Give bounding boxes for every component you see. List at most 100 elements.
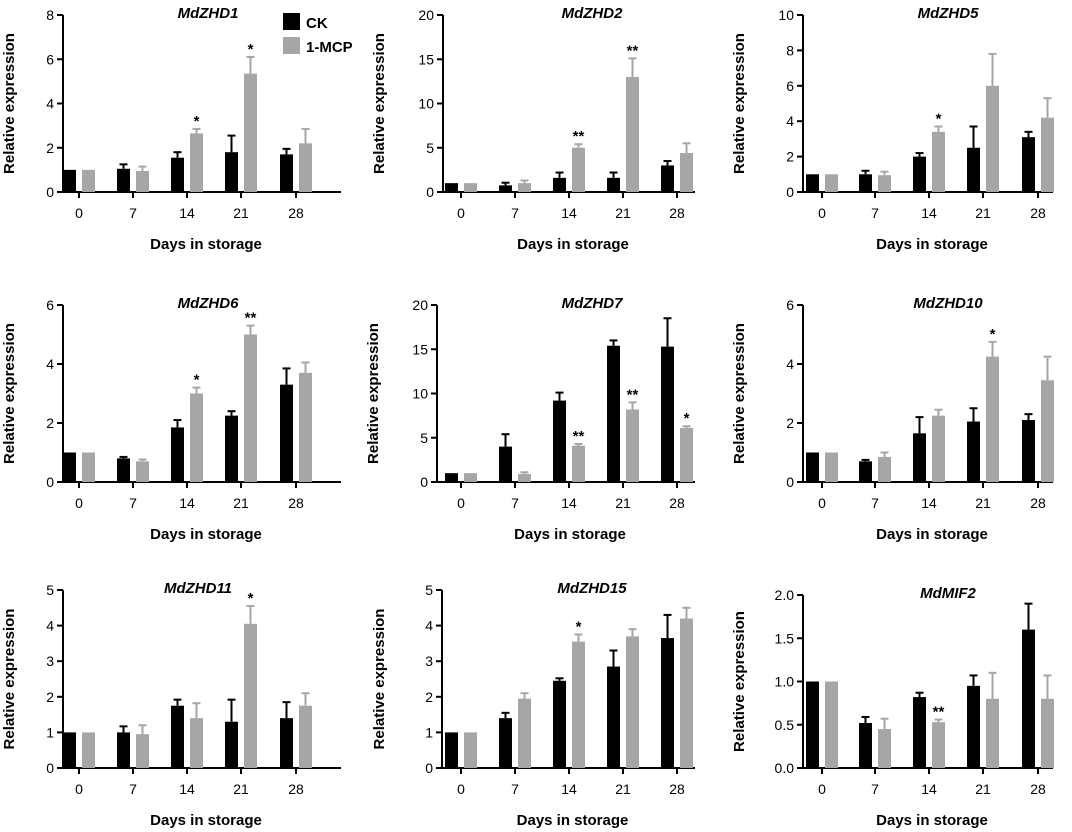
y-tick-label: 20 [412, 297, 428, 313]
bar-1mcp [82, 732, 95, 768]
x-tick-label: 0 [457, 781, 465, 797]
y-tick-label: 2 [46, 415, 54, 431]
y-tick-label: 4 [786, 113, 794, 129]
bar-1mcp [464, 183, 477, 192]
bar-ck [117, 458, 130, 482]
bar-1mcp [299, 705, 312, 768]
bar-ck [499, 446, 512, 482]
x-tick-label: 28 [669, 781, 685, 797]
x-tick-label: 7 [871, 495, 879, 511]
chart-panel-6: MdZHD10 Relative expression 0 2 4 6 0 7 14 21 28 * D… [731, 295, 1054, 543]
bar-ck [117, 732, 130, 768]
x-tick-label: 0 [457, 495, 465, 511]
chart-panel-1: MdZHD1 Relative expression 0 2 4 6 8 0 7 14 21 28 * *… [1, 5, 341, 253]
y-tick-label: 4 [786, 356, 794, 372]
significance-mark: ** [245, 310, 257, 327]
bar-ck [1022, 629, 1035, 768]
x-axis-label: Days in storage [150, 236, 262, 253]
x-axis-label: Days in storage [517, 812, 629, 829]
bar-ck [967, 685, 980, 768]
y-tick-label: 0 [46, 184, 54, 200]
y-tick-label: 4 [46, 356, 54, 372]
significance-mark: * [990, 326, 996, 343]
bar-ck [225, 152, 238, 192]
bar-1mcp [825, 681, 838, 768]
bar-ck [1022, 137, 1035, 192]
y-axis-label: Relative expression [1, 323, 18, 464]
y-tick-label: 1.0 [775, 674, 795, 690]
y-tick-label: 6 [46, 51, 54, 67]
bar-1mcp [136, 734, 149, 768]
legend-label-1mcp: 1-MCP [306, 39, 353, 56]
bar-1mcp [190, 133, 203, 192]
x-tick-label: 28 [669, 205, 685, 221]
x-tick-label: 0 [75, 495, 83, 511]
bar-ck [806, 681, 819, 768]
significance-mark: * [194, 372, 200, 389]
bar-ck [63, 732, 76, 768]
y-tick-label: 3 [46, 653, 54, 669]
bar-1mcp [572, 445, 585, 482]
bar-1mcp [986, 85, 999, 192]
chart-panel-5: MdZHD7 Relative expression 0 5 10 15 20 0 7 14 21 2… [365, 295, 695, 543]
x-axis-label: Days in storage [150, 812, 262, 829]
y-axis-label: Relative expression [731, 33, 748, 174]
y-tick-label: 8 [46, 7, 54, 23]
bar-1mcp [1041, 380, 1054, 482]
bar-1mcp [190, 718, 203, 768]
y-tick-label: 10 [418, 96, 434, 112]
panel-title: MdMIF2 [920, 585, 976, 602]
bar-1mcp [932, 415, 945, 482]
bar-1mcp [680, 153, 693, 192]
y-tick-label: 5 [46, 582, 54, 598]
panel-title: MdZHD5 [918, 5, 979, 22]
bar-1mcp [136, 461, 149, 482]
panel-title: MdZHD11 [164, 580, 232, 597]
bar-1mcp [518, 183, 531, 192]
y-tick-label: 5 [426, 140, 434, 156]
bar-1mcp [680, 618, 693, 768]
x-tick-label: 28 [288, 495, 304, 511]
y-tick-label: 2 [46, 140, 54, 156]
y-tick-label: 4 [46, 618, 54, 634]
significance-mark: ** [573, 428, 585, 445]
y-tick-label: 6 [786, 78, 794, 94]
y-tick-label: 3 [425, 653, 433, 669]
y-tick-label: 1 [425, 724, 433, 740]
x-tick-label: 28 [1030, 495, 1046, 511]
bar-1mcp [986, 698, 999, 768]
bar-1mcp [464, 473, 477, 482]
panel-title: MdZHD7 [562, 295, 623, 312]
bar-ck [280, 154, 293, 192]
bar-ck [967, 421, 980, 482]
y-tick-label: 0 [426, 184, 434, 200]
x-tick-label: 7 [871, 781, 879, 797]
x-axis-label: Days in storage [876, 236, 988, 253]
chart-panel-7: MdZHD11 Relative expression 0 1 2 3 4 5 0 7 14 21 28… [1, 580, 341, 829]
bar-1mcp [878, 175, 891, 192]
bar-ck [806, 174, 819, 192]
x-axis-label: Days in storage [876, 812, 988, 829]
y-tick-label: 2.0 [775, 587, 795, 603]
x-tick-label: 7 [129, 495, 137, 511]
bar-1mcp [244, 73, 257, 192]
x-tick-label: 0 [818, 205, 826, 221]
bar-ck [913, 697, 926, 768]
x-tick-label: 21 [975, 781, 991, 797]
bar-1mcp [1041, 698, 1054, 768]
bar-ck [661, 165, 674, 192]
bar-ck [859, 174, 872, 192]
bar-1mcp [825, 452, 838, 482]
bar-1mcp [626, 409, 639, 482]
x-tick-label: 7 [129, 205, 137, 221]
x-tick-label: 7 [871, 205, 879, 221]
legend-label-ck: CK [306, 15, 328, 32]
x-tick-label: 14 [179, 781, 195, 797]
x-axis-label: Days in storage [517, 236, 629, 253]
x-tick-label: 21 [233, 781, 249, 797]
y-tick-label: 1 [46, 724, 54, 740]
bar-ck [1022, 420, 1035, 482]
panel-title: MdZHD10 [913, 295, 983, 312]
bar-ck [63, 452, 76, 482]
x-tick-label: 7 [511, 205, 519, 221]
